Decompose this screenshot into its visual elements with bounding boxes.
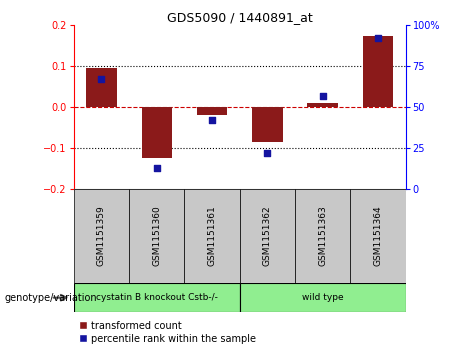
Point [98,76,105,82]
Text: GSM1151363: GSM1151363 [318,205,327,266]
Point [374,36,382,41]
Bar [74,189,129,283]
Text: GSM1151364: GSM1151364 [373,205,383,266]
Bar [307,103,338,107]
Text: GSM1151360: GSM1151360 [152,205,161,266]
Text: wild type: wild type [302,293,343,302]
Bar [240,283,406,312]
Point [208,117,216,123]
Bar [363,36,393,107]
Text: genotype/variation: genotype/variation [5,293,97,303]
Text: GSM1151362: GSM1151362 [263,205,272,266]
Bar [197,107,227,115]
Bar [86,68,117,107]
Bar [142,107,172,158]
Legend: transformed count, percentile rank within the sample: transformed count, percentile rank withi… [79,321,256,344]
Point [264,150,271,156]
Bar [184,189,240,283]
Bar [74,283,240,312]
Point [153,164,160,170]
Point [319,93,326,98]
Bar [252,107,283,142]
Title: GDS5090 / 1440891_at: GDS5090 / 1440891_at [167,11,313,24]
Bar [295,189,350,283]
Bar [240,189,295,283]
Bar [129,189,184,283]
Bar [350,189,406,283]
Text: GSM1151359: GSM1151359 [97,205,106,266]
Text: GSM1151361: GSM1151361 [207,205,217,266]
Text: cystatin B knockout Cstb-/-: cystatin B knockout Cstb-/- [96,293,218,302]
